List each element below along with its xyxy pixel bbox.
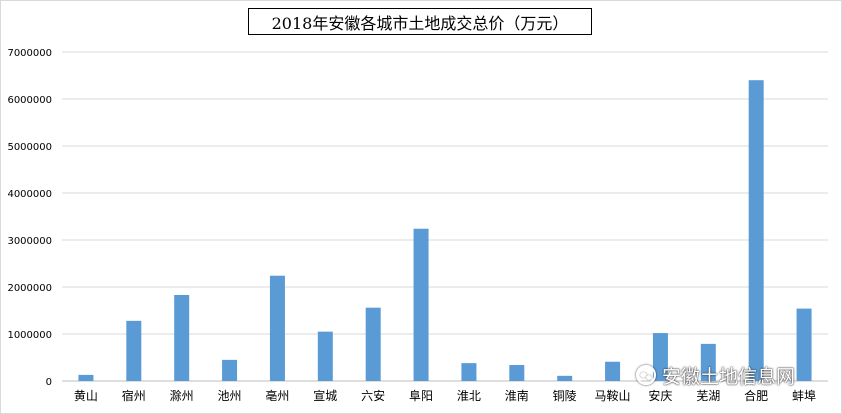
x-tick-label: 芜湖	[696, 388, 720, 403]
chart-title: 2018年安徽各城市土地成交总价（万元）	[248, 8, 592, 35]
x-axis-ticks: 黄山 宿州 滁州 池州 亳州 宣城 六安 阜阳 淮北 淮南 铜陵 马鞍山 安庆 芜湖 合肥 蚌埠	[74, 388, 816, 403]
x-tick-label: 亳州	[265, 388, 289, 403]
bar	[269, 275, 285, 381]
bar	[605, 361, 621, 381]
y-tick-label: 6000000	[7, 95, 52, 106]
x-tick-label: 阜阳	[409, 389, 433, 403]
bar	[796, 308, 812, 381]
gridlines	[62, 51, 828, 382]
bar	[509, 365, 525, 381]
x-tick-label: 六安	[361, 388, 385, 403]
bar	[461, 363, 477, 381]
x-tick-label: 宣城	[313, 388, 337, 403]
bar	[413, 228, 429, 381]
x-tick-label: 淮南	[505, 388, 529, 403]
x-tick-label: 黄山	[74, 389, 98, 403]
x-tick-label: 马鞍山	[595, 388, 631, 403]
watermark: 安徽土地信息网	[636, 362, 795, 388]
x-tick-label: 铜陵	[553, 388, 577, 403]
bar	[557, 375, 573, 381]
bar	[317, 331, 333, 381]
y-tick-label: 5000000	[7, 142, 52, 153]
bar	[700, 343, 716, 381]
bar	[222, 359, 238, 381]
bar	[174, 294, 190, 381]
x-tick-label: 滁州	[170, 388, 194, 403]
x-tick-label: 蚌埠	[792, 389, 816, 403]
y-tick-label: 1000000	[7, 330, 52, 341]
x-tick-label: 合肥	[744, 388, 768, 403]
wechat-icon	[636, 365, 656, 385]
y-tick-label: 2000000	[7, 283, 52, 294]
bar	[78, 374, 94, 381]
x-tick-label: 宿州	[122, 388, 146, 403]
watermark-text: 安徽土地信息网	[662, 365, 796, 388]
y-axis-ticks: 0 1000000 2000000 3000000 4000000 5000000 6000…	[7, 48, 52, 388]
x-tick-label: 池州	[218, 389, 242, 403]
bar	[652, 333, 668, 381]
x-tick-label: 安庆	[648, 388, 672, 403]
bar	[126, 320, 142, 381]
x-tick-label: 淮北	[457, 389, 481, 403]
y-tick-label: 3000000	[7, 236, 52, 247]
y-tick-label: 7000000	[7, 48, 52, 59]
y-tick-label: 0	[46, 377, 52, 388]
bar	[365, 307, 381, 381]
y-tick-label: 4000000	[7, 189, 52, 200]
bars	[78, 80, 812, 381]
bar	[748, 80, 764, 381]
